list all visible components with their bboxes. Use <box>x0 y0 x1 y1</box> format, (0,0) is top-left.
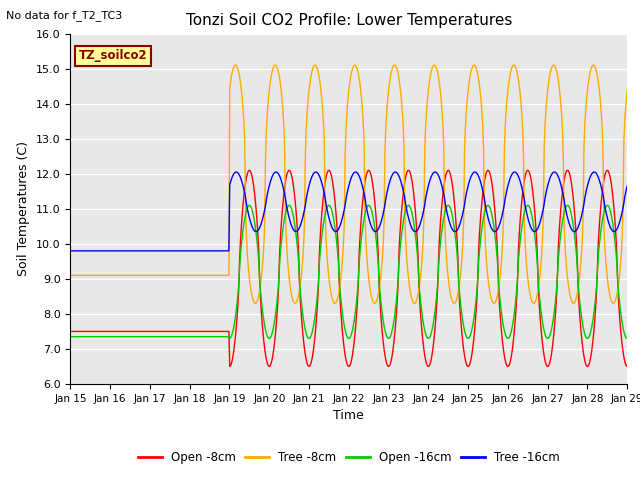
X-axis label: Time: Time <box>333 409 364 422</box>
Legend: Open -8cm, Tree -8cm, Open -16cm, Tree -16cm: Open -8cm, Tree -8cm, Open -16cm, Tree -… <box>133 446 564 468</box>
Text: TZ_soilco2: TZ_soilco2 <box>79 49 147 62</box>
Y-axis label: Soil Temperatures (C): Soil Temperatures (C) <box>17 141 30 276</box>
Title: Tonzi Soil CO2 Profile: Lower Temperatures: Tonzi Soil CO2 Profile: Lower Temperatur… <box>186 13 512 28</box>
Text: No data for f_T2_TC3: No data for f_T2_TC3 <box>6 10 123 21</box>
